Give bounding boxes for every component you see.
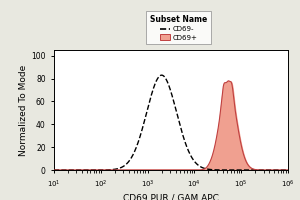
Legend: CD69-, CD69+: CD69-, CD69+: [146, 11, 211, 44]
Y-axis label: Normalized To Mode: Normalized To Mode: [20, 64, 28, 156]
X-axis label: CD69 PUR / GAM APC: CD69 PUR / GAM APC: [123, 194, 219, 200]
